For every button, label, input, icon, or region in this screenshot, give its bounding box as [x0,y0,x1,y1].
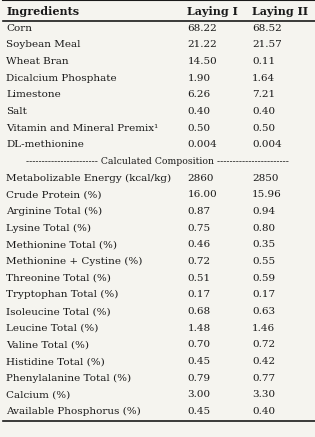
Text: 0.45: 0.45 [187,357,210,366]
Text: Ingredients: Ingredients [6,6,79,17]
Text: 15.96: 15.96 [252,191,282,199]
Text: Crude Protein (%): Crude Protein (%) [6,191,102,199]
Text: Laying I: Laying I [187,6,238,17]
Text: Threonine Total (%): Threonine Total (%) [6,274,111,283]
Text: Methionine + Cystine (%): Methionine + Cystine (%) [6,257,143,266]
Text: 0.17: 0.17 [252,291,275,299]
Text: 3.00: 3.00 [187,391,210,399]
Text: 68.52: 68.52 [252,24,282,32]
Text: 1.90: 1.90 [187,73,210,83]
Text: 0.40: 0.40 [187,107,210,116]
Text: 0.59: 0.59 [252,274,275,283]
Text: Wheat Bran: Wheat Bran [6,57,69,66]
Text: Leucine Total (%): Leucine Total (%) [6,324,99,333]
Text: Dicalcium Phosphate: Dicalcium Phosphate [6,73,117,83]
Text: DL-methionine: DL-methionine [6,140,84,149]
Text: Phenylalanine Total (%): Phenylalanine Total (%) [6,374,131,383]
Text: Laying II: Laying II [252,6,308,17]
Text: 0.40: 0.40 [252,107,275,116]
Text: Metabolizable Energy (kcal/kg): Metabolizable Energy (kcal/kg) [6,173,171,183]
Text: 0.94: 0.94 [252,207,275,216]
Text: Isoleucine Total (%): Isoleucine Total (%) [6,307,111,316]
Text: 0.35: 0.35 [252,240,275,250]
Text: Histidine Total (%): Histidine Total (%) [6,357,105,366]
Text: 0.50: 0.50 [187,124,210,132]
Text: 0.51: 0.51 [187,274,210,283]
Text: 21.22: 21.22 [187,40,217,49]
Text: 21.57: 21.57 [252,40,282,49]
Text: 1.64: 1.64 [252,73,275,83]
Text: 0.80: 0.80 [252,224,275,232]
Text: Arginine Total (%): Arginine Total (%) [6,207,102,216]
Text: Corn: Corn [6,24,32,32]
Text: Lysine Total (%): Lysine Total (%) [6,224,91,233]
Text: 0.004: 0.004 [187,140,217,149]
Text: 0.004: 0.004 [252,140,282,149]
Text: 1.48: 1.48 [187,324,210,333]
Text: 2850: 2850 [252,173,278,183]
Text: 0.75: 0.75 [187,224,210,232]
Text: 7.21: 7.21 [252,90,275,99]
Text: 3.30: 3.30 [252,391,275,399]
Text: 0.50: 0.50 [252,124,275,132]
Text: Salt: Salt [6,107,27,116]
Text: 16.00: 16.00 [187,191,217,199]
Text: 0.55: 0.55 [252,257,275,266]
Text: 0.42: 0.42 [252,357,275,366]
Text: Vitamin and Mineral Premix¹: Vitamin and Mineral Premix¹ [6,124,158,132]
Text: 0.72: 0.72 [187,257,210,266]
Text: 0.11: 0.11 [252,57,275,66]
Text: Soybean Meal: Soybean Meal [6,40,81,49]
Text: Methionine Total (%): Methionine Total (%) [6,240,117,250]
Text: Tryptophan Total (%): Tryptophan Total (%) [6,290,119,299]
Text: 0.46: 0.46 [187,240,210,250]
Text: 1.46: 1.46 [252,324,275,333]
Text: 0.17: 0.17 [187,291,210,299]
Text: 0.70: 0.70 [187,340,210,350]
Text: 0.87: 0.87 [187,207,210,216]
Text: 14.50: 14.50 [187,57,217,66]
Text: 0.79: 0.79 [187,374,210,383]
Text: Available Phosphorus (%): Available Phosphorus (%) [6,407,141,416]
Text: 6.26: 6.26 [187,90,210,99]
Text: 0.77: 0.77 [252,374,275,383]
Text: 0.72: 0.72 [252,340,275,350]
Text: 0.68: 0.68 [187,307,210,316]
Text: ----------------------- Calculated Composition -----------------------: ----------------------- Calculated Compo… [26,157,289,166]
Text: Limestone: Limestone [6,90,61,99]
Text: 0.45: 0.45 [187,407,210,416]
Text: 0.40: 0.40 [252,407,275,416]
Text: 0.63: 0.63 [252,307,275,316]
Text: Calcium (%): Calcium (%) [6,391,71,399]
Text: 2860: 2860 [187,173,214,183]
Text: Valine Total (%): Valine Total (%) [6,340,89,350]
Text: 68.22: 68.22 [187,24,217,32]
